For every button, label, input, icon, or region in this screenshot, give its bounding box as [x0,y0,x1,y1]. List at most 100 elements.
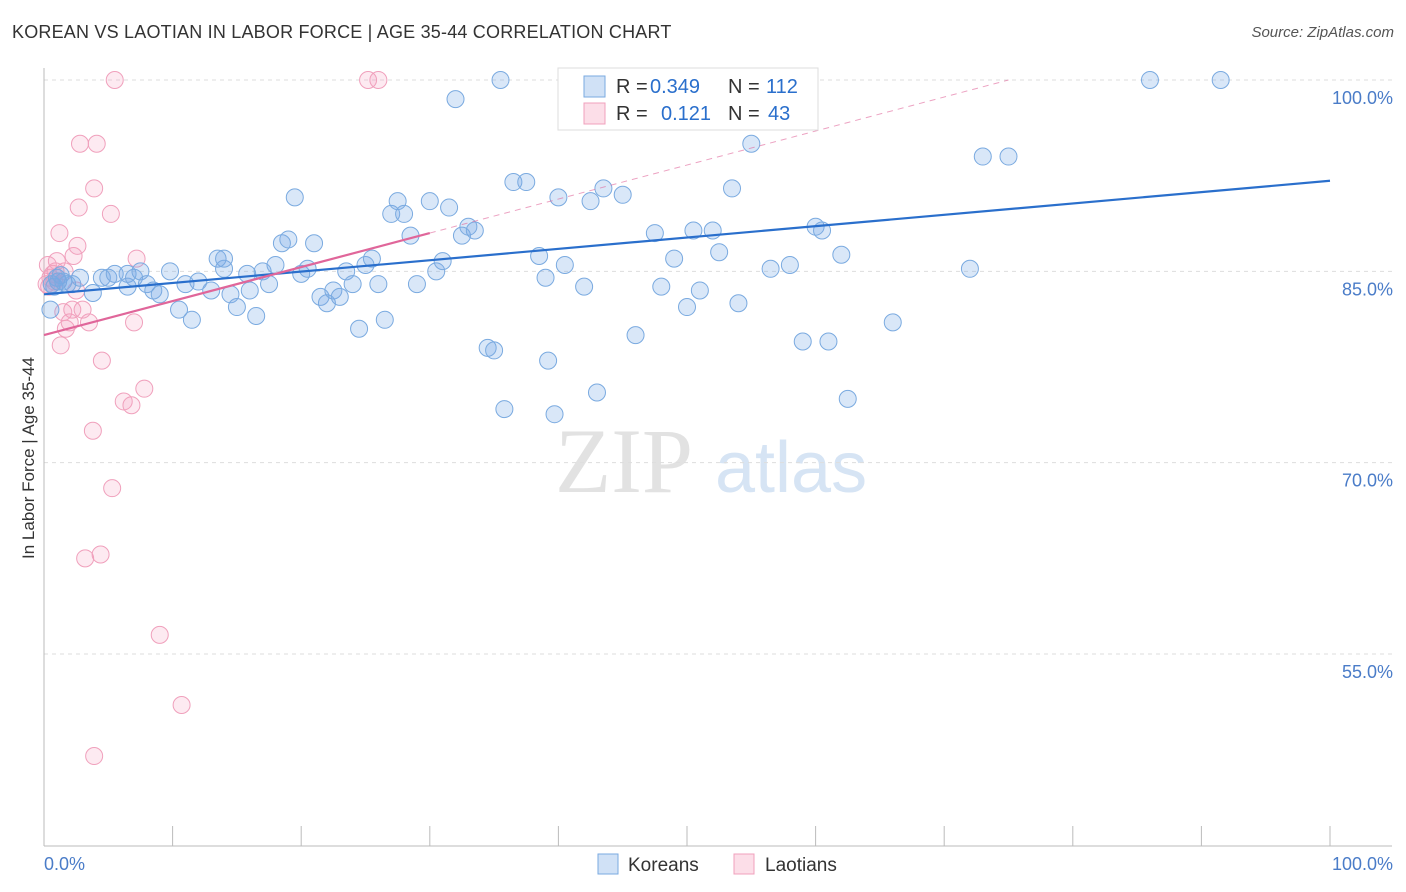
data-point-laotian [63,300,82,319]
y-axis-label: In Labor Force | Age 35-44 [19,357,38,559]
data-point-korean [838,389,857,408]
legend-top: R = 0.349 N = 112 R = 0.121 N = 43 [557,67,819,131]
data-point-korean [581,192,600,211]
data-point-korean [105,264,124,283]
data-point-korean [1211,71,1230,89]
data-point-korean [161,262,180,281]
data-point-korean [684,221,703,240]
data-point-korean [723,179,742,198]
data-point-laotian [87,134,106,153]
data-point-korean [495,400,514,419]
x-tick-label: 100.0% [1332,854,1393,874]
legend-korean-n-label: N = [728,76,760,98]
laotian-trend-extension [429,79,1009,234]
data-point-laotian [85,179,104,198]
data-point-korean [1140,71,1159,89]
legend-bottom-laotians-swatch [733,853,755,875]
data-point-laotian [135,379,154,398]
data-point-laotian [359,71,378,89]
y-tick-label: 85.0% [1342,279,1393,299]
data-point-laotian [91,545,110,564]
data-point-laotian [83,421,102,440]
data-point-korean [549,188,568,207]
legend-bottom: Koreans Laotians [597,853,837,876]
data-point-korean [407,275,426,294]
data-point-korean [626,326,645,345]
x-tick-labels: 0.0% 100.0% [44,854,1393,874]
data-point-korean [395,204,414,223]
data-point-korean [375,310,394,329]
data-point-laotian [64,247,83,266]
data-point-korean [279,230,298,249]
data-point-korean [433,252,452,271]
data-point-korean [536,268,555,287]
data-point-laotian [50,224,69,243]
data-point-korean [678,298,696,317]
data-point-korean [491,71,510,89]
data-point-korean [465,221,484,240]
legend-laotian-swatch [583,102,606,125]
data-point-korean [208,249,227,268]
data-point-korean [575,277,594,296]
data-point-laotian [71,134,90,153]
data-point-korean [182,310,201,329]
data-point-korean [266,255,285,274]
chart-title: KOREAN VS LAOTIAN IN LABOR FORCE | AGE 3… [12,22,672,42]
data-point-korean [420,192,439,211]
axes [43,68,1392,847]
data-point-korean [594,179,613,198]
data-point-korean [215,249,234,268]
data-point-korean [440,198,459,217]
legend-bottom-laotians-label: Laotians [765,855,837,876]
data-point-laotian [369,71,388,89]
legend-top-box [557,67,819,131]
data-point-laotian [85,747,104,766]
data-point-korean [517,173,536,192]
data-point-korean [761,259,780,278]
laotian-trend-line [43,232,431,337]
data-point-korean [71,268,90,287]
series-laotians-points [37,71,388,766]
grid-lines [44,79,1392,655]
korean-trend-line [43,179,1331,296]
legend-korean-r-value: 0.349 [650,76,700,98]
legend-korean-swatch [583,75,606,98]
data-point-korean [247,306,266,325]
data-point-laotian [125,313,144,332]
data-point-laotian [68,236,87,255]
data-point-korean [780,255,799,274]
data-point-korean [832,245,851,264]
data-point-korean [170,300,189,319]
data-point-laotian [69,198,88,217]
data-point-korean [973,147,992,166]
data-point-korean [150,285,169,304]
data-point-korean [613,185,632,204]
legend-laotian-n-label: N = [728,103,760,125]
data-point-korean [324,281,343,300]
data-point-laotian [122,396,141,415]
data-point-laotian [103,479,122,498]
data-point-korean [999,147,1018,166]
data-point-korean [710,243,729,262]
data-point-laotian [101,204,120,223]
watermark-atlas: atlas [715,428,867,508]
data-point-korean [305,234,324,253]
data-point-laotian [172,696,191,715]
data-point-laotian [51,336,70,355]
data-point-korean [83,284,102,303]
data-point-korean [350,319,369,338]
y-tick-label: 55.0% [1342,662,1393,682]
data-point-korean [819,332,838,351]
legend-laotian-r-value: 0.121 [661,103,711,125]
data-point-korean [485,341,504,360]
data-point-laotian [76,549,95,568]
data-point-korean [427,262,446,281]
data-point-korean [343,275,362,294]
data-point-laotian [92,351,111,370]
data-point-korean [41,300,60,319]
x-tick-label: 0.0% [44,854,85,874]
data-point-korean [330,287,349,306]
data-point-korean [960,259,979,278]
data-point-korean [652,277,671,296]
